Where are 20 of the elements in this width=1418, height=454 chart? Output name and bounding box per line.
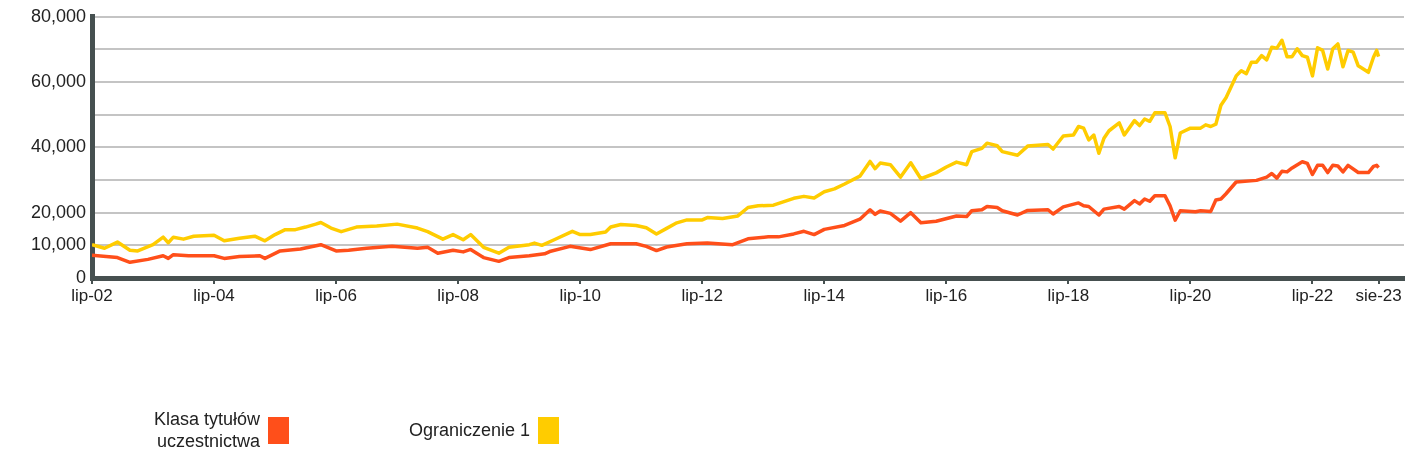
- legend-label: Klasa tytułów uczestnictwa: [152, 408, 260, 452]
- x-tick-label: lip-20: [1169, 285, 1212, 305]
- x-tick-label: lip-22: [1291, 285, 1334, 305]
- y-tick-label: 40,000: [30, 136, 86, 157]
- y-tick-label: 10,000: [30, 234, 86, 255]
- x-tick-label: lip-14: [803, 285, 846, 305]
- x-tick-label: lip-04: [193, 285, 235, 305]
- x-tick-label: sie-23: [1355, 285, 1402, 305]
- x-tick-label: lip-10: [559, 285, 601, 305]
- x-tick-label: lip-08: [437, 285, 479, 305]
- x-tick-label: lip-06: [315, 285, 357, 305]
- x-tick-label: lip-16: [925, 285, 968, 305]
- y-tick-label: 20,000: [30, 201, 86, 222]
- x-tick-label: lip-12: [681, 285, 724, 305]
- x-tick-label: lip-18: [1047, 285, 1090, 305]
- y-tick-label: 0: [75, 266, 86, 287]
- y-tick-label: 60,000: [30, 71, 86, 92]
- y-tick-label: 80,000: [30, 5, 86, 26]
- legend-label: Ograniczenie 1: [409, 419, 531, 441]
- x-tick-label: lip-02: [71, 285, 113, 305]
